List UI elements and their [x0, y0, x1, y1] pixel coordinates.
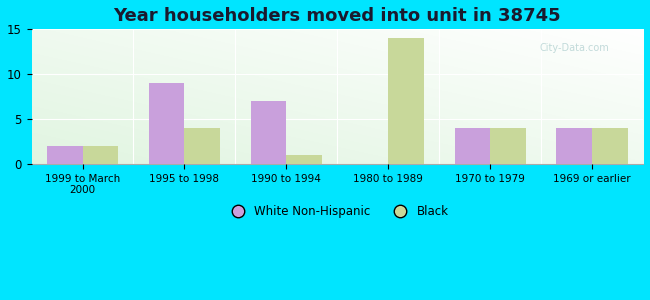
- Bar: [185, 128, 220, 164]
- Bar: [251, 101, 287, 164]
- Bar: [83, 146, 118, 164]
- Legend: White Non-Hispanic, Black: White Non-Hispanic, Black: [221, 200, 453, 223]
- Bar: [592, 128, 628, 164]
- Text: City-Data.com: City-Data.com: [539, 43, 609, 53]
- Bar: [388, 38, 424, 164]
- Bar: [287, 155, 322, 164]
- Bar: [149, 83, 185, 164]
- Bar: [556, 128, 592, 164]
- Bar: [454, 128, 490, 164]
- Bar: [490, 128, 526, 164]
- Title: Year householders moved into unit in 38745: Year householders moved into unit in 387…: [114, 7, 561, 25]
- Bar: [47, 146, 83, 164]
